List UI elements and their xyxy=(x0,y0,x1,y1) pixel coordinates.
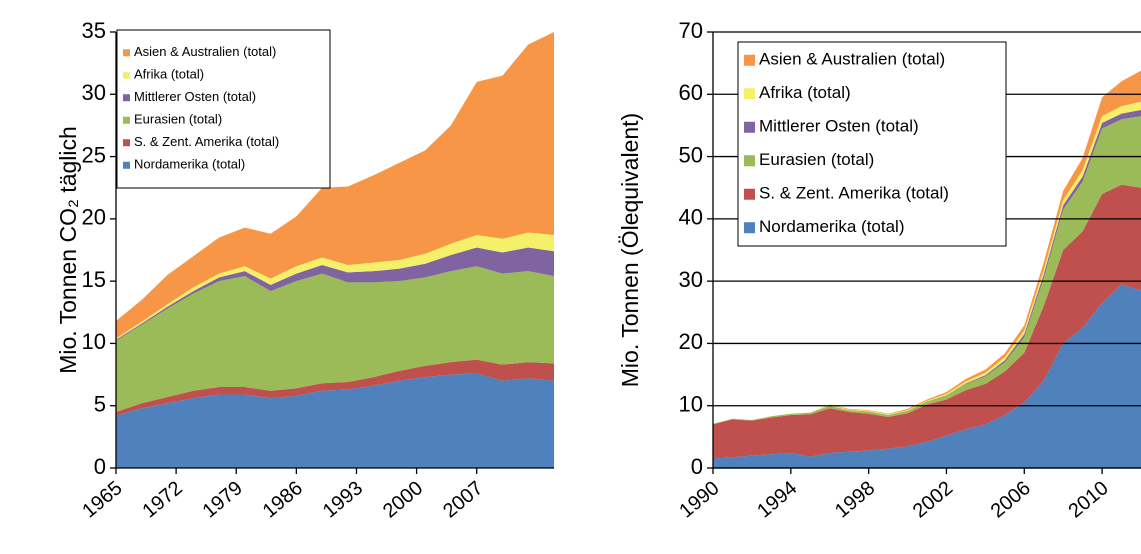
x-tick-label: 2000 xyxy=(379,477,427,522)
y-tick-label: 10 xyxy=(679,392,703,417)
x-tick-label: 1994 xyxy=(753,477,801,522)
y-tick-label: 5 xyxy=(94,392,106,417)
legend-label: Nordamerika (total) xyxy=(759,217,905,236)
y-axis-label: Mio. Tonnen (Ölequivalent) xyxy=(617,113,643,387)
legend-label: Asien & Australien (total) xyxy=(759,50,945,69)
x-tick-label: 1986 xyxy=(259,477,307,522)
y-tick-label: 60 xyxy=(679,80,703,105)
x-tick-label: 2007 xyxy=(439,477,487,522)
y-tick-label: 40 xyxy=(679,205,703,230)
legend-label: Eurasien (total) xyxy=(134,112,222,127)
x-tick-label: 2010 xyxy=(1064,477,1112,522)
y-tick-label: 20 xyxy=(82,205,106,230)
legend-label: Eurasien (total) xyxy=(759,150,874,169)
x-tick-label: 1965 xyxy=(78,477,126,522)
legend-swatch xyxy=(744,88,755,100)
y-tick-label: 0 xyxy=(691,454,703,479)
y-tick-label: 15 xyxy=(82,267,106,292)
x-tick-label: 1972 xyxy=(138,477,186,522)
y-tick-label: 20 xyxy=(679,329,703,354)
legend-box xyxy=(737,41,1007,247)
legend-label: Afrika (total) xyxy=(759,83,851,102)
x-tick-label: 1998 xyxy=(831,477,879,522)
area-band xyxy=(713,116,1141,425)
legend-label: S. & Zent. Amerika (total) xyxy=(134,134,279,149)
y-axis-label: Mio. Tonnen CO₂ täglich xyxy=(55,126,81,374)
plot xyxy=(116,32,554,468)
x-tick-label: 2006 xyxy=(987,477,1035,522)
legend-swatch xyxy=(744,54,755,66)
y-tick-label: 0 xyxy=(94,454,106,479)
x-tick-label: 1990 xyxy=(675,477,723,522)
legend-label: Asien & Australien (total) xyxy=(134,44,276,59)
legend-label: Nordamerika (total) xyxy=(134,157,245,172)
plot xyxy=(713,70,1141,468)
legend-swatch xyxy=(123,71,130,79)
y-tick-label: 30 xyxy=(82,80,106,105)
y-tick-label: 25 xyxy=(82,142,106,167)
x-tick-label: 1993 xyxy=(319,477,367,522)
area-band xyxy=(116,32,554,339)
legend-swatch xyxy=(744,188,755,200)
area-band xyxy=(713,184,1141,459)
y-tick-label: 35 xyxy=(82,18,106,43)
legend-swatch xyxy=(123,139,130,147)
legend-swatch xyxy=(123,116,130,124)
area-band xyxy=(116,359,554,416)
y-tick-label: 50 xyxy=(679,142,703,167)
legend-swatch xyxy=(123,94,130,102)
legend-label: S. & Zent. Amerika (total) xyxy=(759,184,949,203)
area-band xyxy=(713,284,1141,468)
legend-label: Afrika (total) xyxy=(134,67,204,82)
legend-swatch xyxy=(744,222,755,234)
legend-swatch xyxy=(123,161,130,169)
legend-swatch xyxy=(123,49,130,57)
legend-label: Mittlerer Osten (total) xyxy=(134,89,256,104)
area-band xyxy=(116,247,554,341)
legend-label: Mittlerer Osten (total) xyxy=(759,117,919,136)
y-tick-label: 70 xyxy=(679,18,703,43)
area-band xyxy=(116,373,554,468)
legend-swatch xyxy=(744,155,755,167)
legend-swatch xyxy=(744,121,755,133)
y-tick-label: 30 xyxy=(679,267,703,292)
area-band xyxy=(116,266,554,412)
area-band xyxy=(116,232,554,340)
x-tick-label: 1979 xyxy=(199,477,247,522)
x-tick-label: 2002 xyxy=(909,477,957,522)
y-tick-label: 10 xyxy=(82,329,106,354)
legend-box xyxy=(116,29,331,189)
